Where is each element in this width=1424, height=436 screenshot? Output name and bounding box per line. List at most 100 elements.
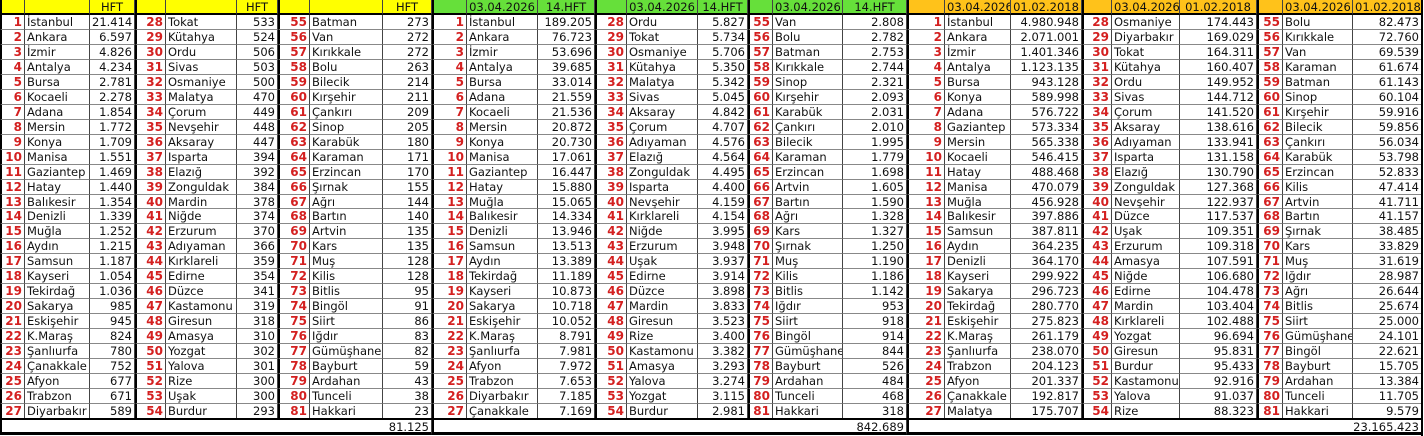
value-cell[interactable]: 209: [383, 105, 432, 120]
header-rank-cell[interactable]: [1257, 0, 1283, 15]
value-cell[interactable]: 378: [237, 195, 278, 209]
rank-cell[interactable]: 15: [432, 224, 467, 239]
province-name-cell[interactable]: Adana: [467, 90, 538, 105]
value-cell[interactable]: 448: [237, 120, 278, 135]
value-cell[interactable]: 11.189: [538, 269, 595, 284]
rank-cell[interactable]: 14: [907, 209, 945, 224]
province-name-cell[interactable]: Hakkari: [310, 404, 383, 419]
value-cell[interactable]: 384: [237, 180, 278, 195]
rank-cell[interactable]: 61: [748, 105, 773, 120]
rank-cell[interactable]: 36: [135, 135, 166, 150]
province-name-cell[interactable]: Düzce: [627, 284, 698, 299]
rank-cell[interactable]: 16: [0, 239, 25, 254]
rank-cell[interactable]: 77: [748, 344, 773, 359]
rank-cell[interactable]: 69: [1257, 224, 1283, 239]
rank-cell[interactable]: 3: [907, 45, 945, 60]
province-name-cell[interactable]: Karaman: [1283, 60, 1353, 75]
province-name-cell[interactable]: Erzurum: [627, 239, 698, 254]
rank-cell[interactable]: 54: [595, 404, 627, 419]
province-name-cell[interactable]: Eskişehir: [945, 314, 1011, 329]
province-name-cell[interactable]: Muş: [773, 254, 843, 269]
value-cell[interactable]: 59.916: [1353, 105, 1422, 120]
province-name-cell[interactable]: Van: [773, 15, 843, 30]
province-name-cell[interactable]: Hatay: [945, 165, 1011, 180]
province-name-cell[interactable]: Isparta: [166, 150, 237, 165]
province-name-cell[interactable]: Bitlis: [773, 284, 843, 299]
province-name-cell[interactable]: Iğdır: [773, 299, 843, 314]
rank-cell[interactable]: 12: [0, 180, 25, 195]
rank-cell[interactable]: 57: [278, 45, 310, 60]
province-name-cell[interactable]: Bilecik: [310, 75, 383, 90]
province-name-cell[interactable]: Iğdır: [310, 329, 383, 344]
rank-cell[interactable]: 60: [1257, 90, 1283, 105]
province-name-cell[interactable]: Muş: [1283, 254, 1353, 269]
rank-cell[interactable]: 27: [432, 404, 467, 419]
rank-cell[interactable]: 81: [278, 404, 310, 419]
value-cell[interactable]: 4.234: [90, 60, 135, 75]
province-name-cell[interactable]: Kırıkkale: [310, 45, 383, 60]
province-name-cell[interactable]: Bilecik: [1283, 120, 1353, 135]
province-name-cell[interactable]: Gümüşhane: [1283, 329, 1353, 344]
value-cell[interactable]: 1.772: [90, 120, 135, 135]
rank-cell[interactable]: 63: [1257, 135, 1283, 150]
header-rank-cell[interactable]: [135, 0, 166, 15]
rank-cell[interactable]: 71: [278, 254, 310, 269]
value-cell[interactable]: 3.948: [698, 239, 748, 254]
value-cell[interactable]: 1.054: [90, 269, 135, 284]
value-cell[interactable]: 128: [383, 269, 432, 284]
province-name-cell[interactable]: Nevşehir: [627, 195, 698, 209]
province-name-cell[interactable]: Kayseri: [25, 269, 90, 284]
rank-cell[interactable]: 9: [432, 135, 467, 150]
province-name-cell[interactable]: Bursa: [467, 75, 538, 90]
province-name-cell[interactable]: Kırklareli: [1112, 314, 1180, 329]
province-name-cell[interactable]: Antalya: [945, 60, 1011, 75]
value-cell[interactable]: 576.722: [1011, 105, 1082, 120]
value-cell[interactable]: 364.235: [1011, 239, 1082, 254]
value-cell[interactable]: 41.711: [1353, 195, 1422, 209]
value-cell[interactable]: 953: [843, 299, 907, 314]
value-cell[interactable]: 1.401.346: [1011, 45, 1082, 60]
rank-cell[interactable]: 6: [432, 90, 467, 105]
province-name-cell[interactable]: Yozgat: [627, 389, 698, 404]
province-name-cell[interactable]: Malatya: [166, 90, 237, 105]
value-cell[interactable]: 130.790: [1180, 165, 1257, 180]
rank-cell[interactable]: 42: [135, 224, 166, 239]
rank-cell[interactable]: 21: [432, 314, 467, 329]
value-cell[interactable]: 17.061: [538, 150, 595, 165]
rank-cell[interactable]: 28: [135, 15, 166, 30]
rank-cell[interactable]: 64: [1257, 150, 1283, 165]
header-rank-cell[interactable]: [0, 0, 25, 15]
rank-cell[interactable]: 4: [907, 60, 945, 75]
header-rank-cell[interactable]: [748, 0, 773, 15]
province-name-cell[interactable]: Siirt: [773, 314, 843, 329]
total-cell[interactable]: 81.125: [0, 420, 432, 435]
rank-cell[interactable]: 5: [0, 75, 25, 90]
value-cell[interactable]: 366: [237, 239, 278, 254]
value-cell[interactable]: 24.101: [1353, 329, 1422, 344]
rank-cell[interactable]: 44: [135, 254, 166, 269]
province-name-cell[interactable]: Bingöl: [1283, 344, 1353, 359]
province-name-cell[interactable]: Balıkesir: [467, 209, 538, 224]
value-cell[interactable]: 155: [383, 180, 432, 195]
province-name-cell[interactable]: Batman: [310, 15, 383, 30]
rank-cell[interactable]: 49: [135, 329, 166, 344]
rank-cell[interactable]: 78: [278, 359, 310, 374]
value-cell[interactable]: 2.071.001: [1011, 30, 1082, 45]
rank-cell[interactable]: 28: [1082, 15, 1112, 30]
header-name-cell[interactable]: [166, 0, 237, 15]
value-cell[interactable]: 280.770: [1011, 299, 1082, 314]
value-cell[interactable]: 2.010: [843, 120, 907, 135]
value-cell[interactable]: 1.605: [843, 180, 907, 195]
value-cell[interactable]: 1.186: [843, 269, 907, 284]
rank-cell[interactable]: 62: [748, 120, 773, 135]
province-name-cell[interactable]: Kastamonu: [1112, 374, 1180, 389]
rank-cell[interactable]: 8: [432, 120, 467, 135]
header-value-cell[interactable]: 14.HFT: [538, 0, 595, 15]
rank-cell[interactable]: 65: [1257, 165, 1283, 180]
value-cell[interactable]: 26.644: [1353, 284, 1422, 299]
province-name-cell[interactable]: Şırnak: [310, 180, 383, 195]
province-name-cell[interactable]: Osmaniye: [166, 75, 237, 90]
rank-cell[interactable]: 51: [1082, 359, 1112, 374]
province-name-cell[interactable]: Aydın: [467, 254, 538, 269]
rank-cell[interactable]: 11: [907, 165, 945, 180]
